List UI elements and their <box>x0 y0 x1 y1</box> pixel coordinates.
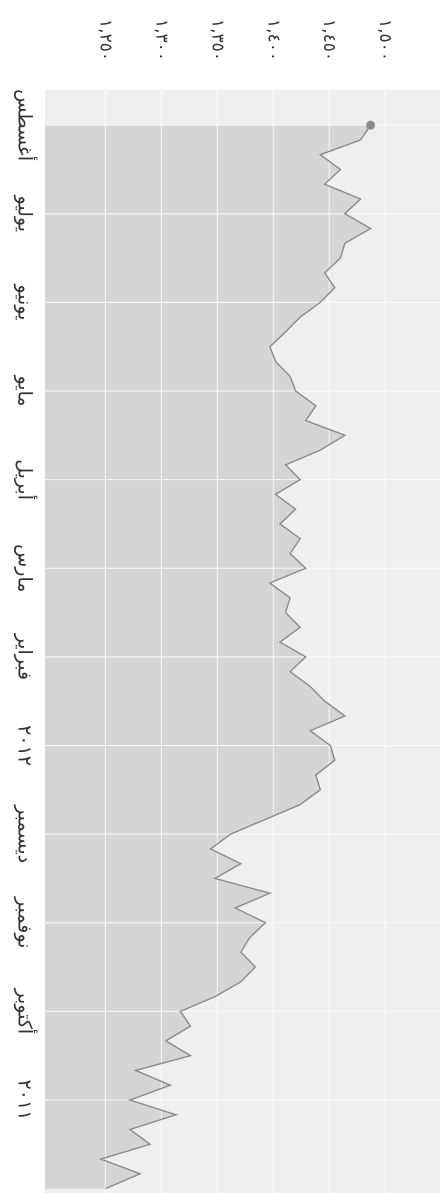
x-tick-label: ديسمبر <box>14 804 36 863</box>
y-tick-label: ١,٢٥٠ <box>95 19 115 61</box>
y-tick-label: ١,٣٥٠ <box>207 19 227 61</box>
end-point <box>366 120 376 130</box>
x-tick-label: ٢٠١٢ <box>14 725 36 766</box>
y-tick-label: ١,٤٠٠ <box>263 19 283 61</box>
line <box>98 124 373 1190</box>
x-tick-label: يوليو <box>14 195 36 232</box>
x-tick-label: فبراير <box>14 633 36 680</box>
x-tick-label: أكتوبر <box>14 988 38 1035</box>
x-tick-label: ٢٠١١ <box>14 1080 36 1121</box>
y-tick-label: ١,٣٠٠ <box>151 19 171 61</box>
x-tick-label: أغسطس <box>14 89 38 161</box>
y-tick-label: ١,٥٠٠ <box>375 19 395 61</box>
x-tick-label: مايو <box>14 374 36 406</box>
x-tick-label: أبريل <box>14 459 38 500</box>
x-tick-label: نوفمبر <box>14 896 36 948</box>
x-tick-label: مارس <box>14 544 36 592</box>
x-tick-label: يونيو <box>14 283 36 320</box>
y-tick-label: ١,٤٥٠ <box>319 19 339 61</box>
